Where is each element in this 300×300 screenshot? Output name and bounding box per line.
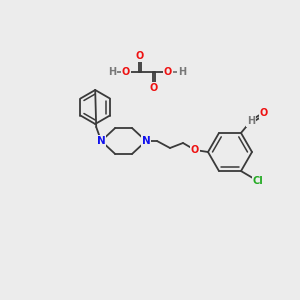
Text: O: O (260, 108, 268, 118)
Text: N: N (142, 136, 150, 146)
Text: O: O (164, 67, 172, 77)
Text: N: N (97, 136, 106, 146)
Text: O: O (122, 67, 130, 77)
Text: H: H (178, 67, 186, 77)
Text: Cl: Cl (253, 176, 263, 186)
Text: O: O (191, 145, 199, 155)
Text: H: H (108, 67, 116, 77)
Text: H: H (247, 116, 255, 126)
Text: O: O (150, 83, 158, 93)
Text: O: O (136, 51, 144, 61)
